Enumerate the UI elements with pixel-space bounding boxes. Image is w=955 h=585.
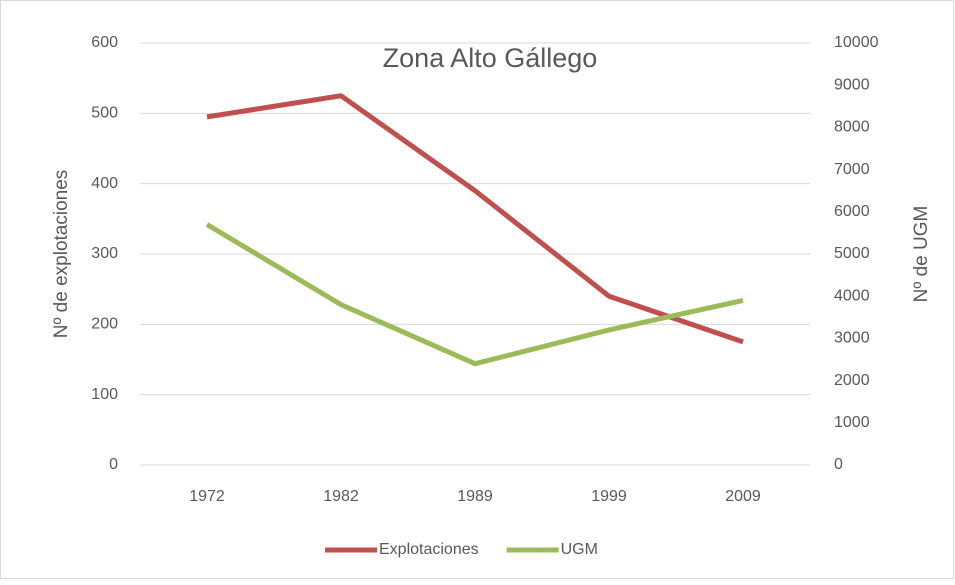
y-tick-label: 500	[91, 105, 118, 122]
y-tick-label: 300	[91, 245, 118, 262]
x-tick-label: 1989	[457, 488, 493, 505]
y2-tick-label: 3000	[834, 330, 870, 347]
chart-title: Zona Alto Gállego	[383, 43, 598, 73]
y2-tick-label: 5000	[834, 245, 870, 262]
x-tick-label: 1972	[189, 488, 225, 505]
y-tick-label: 0	[109, 456, 118, 473]
y-tick-label: 100	[91, 386, 118, 403]
data-line	[205, 222, 744, 367]
y2-tick-label: 4000	[834, 287, 870, 304]
x-tick-label: 2009	[725, 488, 761, 505]
y2-tick-label: 6000	[834, 203, 870, 220]
y2-tick-label: 2000	[834, 372, 870, 389]
y2-axis-title: Nº de UGM	[911, 206, 932, 303]
x-tick-label: 1999	[591, 488, 627, 505]
y2-tick-label: 8000	[834, 119, 870, 136]
y2-tick-label: 10000	[834, 34, 879, 51]
y-tick-label: 200	[91, 316, 118, 333]
y-tick-label: 400	[91, 175, 118, 192]
y2-tick-label: 1000	[834, 414, 870, 431]
legend-label: UGM	[561, 541, 598, 558]
data-line	[206, 93, 744, 345]
legend-label: Explotaciones	[379, 541, 479, 558]
y2-tick-label: 7000	[834, 161, 870, 178]
y-axis-title: Nº de explotaciones	[51, 170, 72, 339]
y-tick-label: 600	[91, 34, 118, 51]
x-tick-label: 1982	[323, 488, 359, 505]
y2-tick-label: 9000	[834, 76, 870, 93]
y2-tick-label: 0	[834, 456, 843, 473]
